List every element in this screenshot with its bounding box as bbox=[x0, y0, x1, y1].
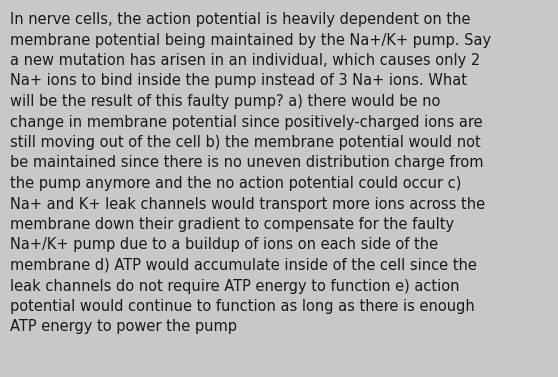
Text: In nerve cells, the action potential is heavily dependent on the: In nerve cells, the action potential is … bbox=[10, 12, 470, 27]
Text: membrane potential being maintained by the Na+/K+ pump. Say: membrane potential being maintained by t… bbox=[10, 32, 491, 48]
Text: leak channels do not require ATP energy to function e) action: leak channels do not require ATP energy … bbox=[10, 279, 459, 294]
Text: potential would continue to function as long as there is enough: potential would continue to function as … bbox=[10, 299, 475, 314]
Text: ATP energy to power the pump: ATP energy to power the pump bbox=[10, 319, 237, 334]
Text: be maintained since there is no uneven distribution charge from: be maintained since there is no uneven d… bbox=[10, 155, 483, 170]
Text: the pump anymore and the no action potential could occur c): the pump anymore and the no action poten… bbox=[10, 176, 461, 191]
Text: membrane down their gradient to compensate for the faulty: membrane down their gradient to compensa… bbox=[10, 217, 454, 232]
Text: change in membrane potential since positively-charged ions are: change in membrane potential since posit… bbox=[10, 115, 483, 130]
Text: still moving out of the cell b) the membrane potential would not: still moving out of the cell b) the memb… bbox=[10, 135, 481, 150]
Text: Na+ ions to bind inside the pump instead of 3 Na+ ions. What: Na+ ions to bind inside the pump instead… bbox=[10, 74, 467, 89]
Text: a new mutation has arisen in an individual, which causes only 2: a new mutation has arisen in an individu… bbox=[10, 53, 480, 68]
Text: will be the result of this faulty pump? a) there would be no: will be the result of this faulty pump? … bbox=[10, 94, 440, 109]
Text: Na+/K+ pump due to a buildup of ions on each side of the: Na+/K+ pump due to a buildup of ions on … bbox=[10, 238, 438, 253]
Text: membrane d) ATP would accumulate inside of the cell since the: membrane d) ATP would accumulate inside … bbox=[10, 258, 477, 273]
Text: Na+ and K+ leak channels would transport more ions across the: Na+ and K+ leak channels would transport… bbox=[10, 196, 485, 211]
